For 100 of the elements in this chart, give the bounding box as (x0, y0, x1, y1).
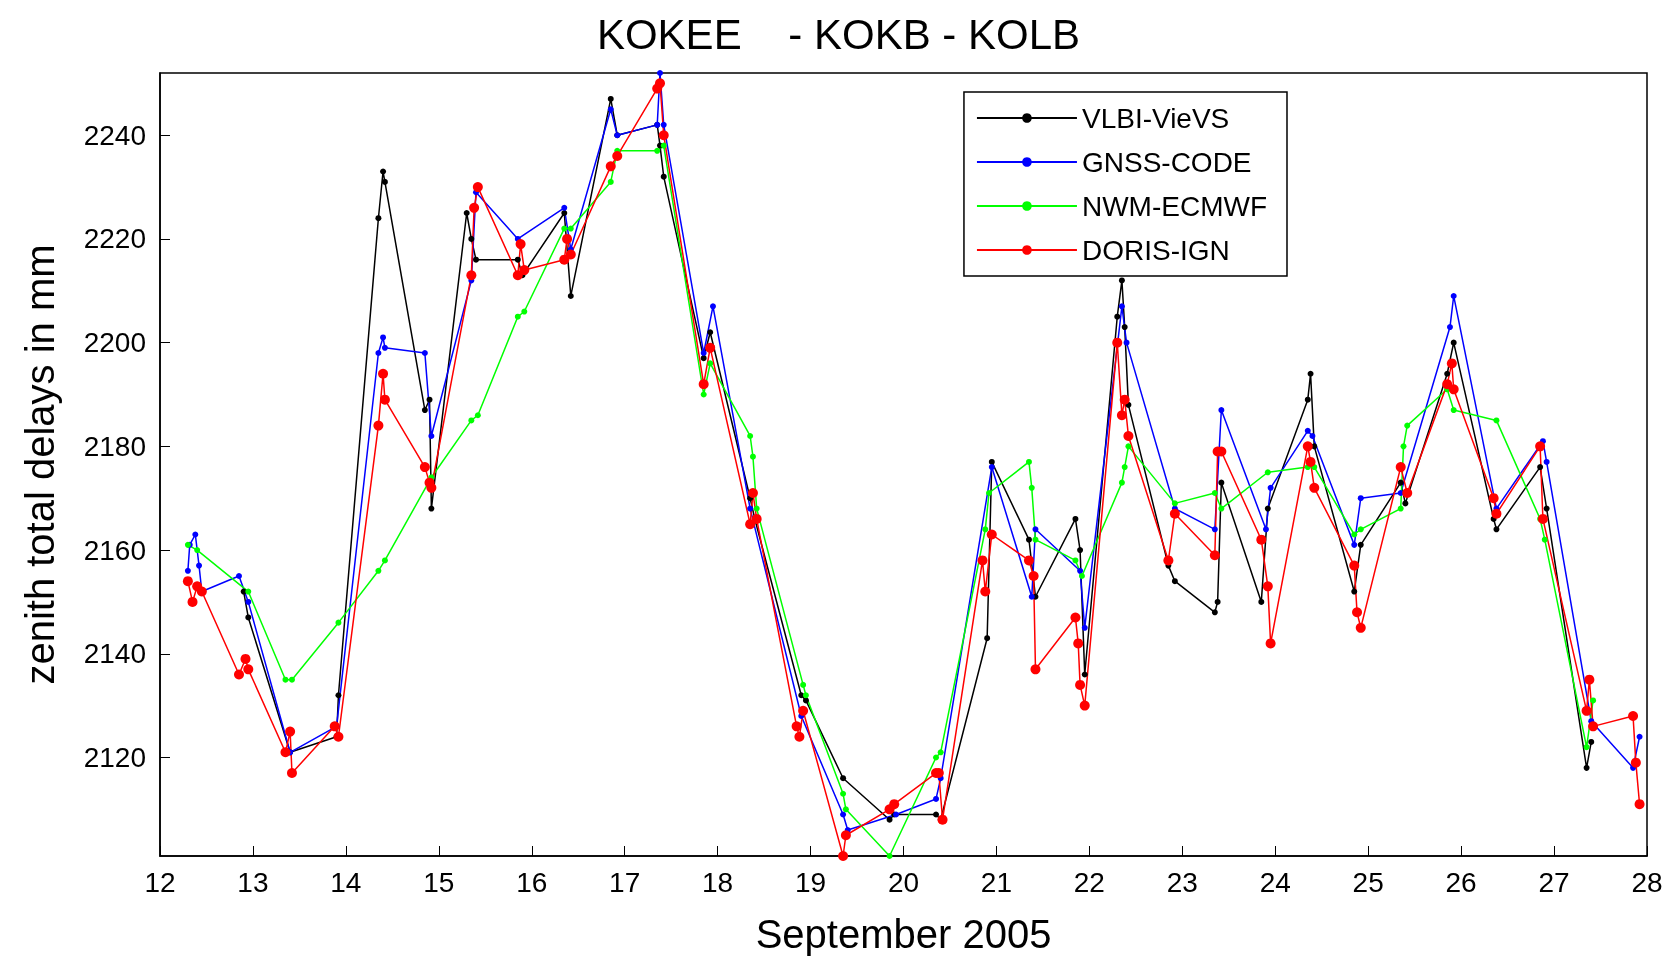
point (1211, 490, 1218, 497)
y-tick-label: 2240 (83, 119, 146, 151)
point (747, 505, 754, 512)
point (1211, 526, 1218, 533)
point (709, 303, 716, 310)
y-tick-label: 2220 (83, 223, 146, 255)
point (1351, 531, 1358, 538)
point (1636, 733, 1643, 740)
x-tick-label: 27 (1538, 866, 1570, 898)
point (1450, 292, 1457, 299)
point (282, 676, 289, 683)
point (561, 204, 568, 211)
point (700, 350, 707, 357)
y-tick-label: 2160 (83, 534, 146, 566)
y-tick-label: 2140 (83, 638, 146, 670)
point (937, 749, 944, 756)
x-tick-label: 26 (1445, 866, 1477, 898)
point (381, 344, 388, 351)
y-axis-title: zenith total delays in mm (18, 244, 62, 685)
chart-title: KOKEE - KOKB - KOLB (596, 10, 1081, 58)
point (657, 70, 663, 76)
point (800, 681, 807, 688)
point (1028, 593, 1035, 600)
point (375, 350, 382, 357)
point (1404, 422, 1411, 429)
point (514, 313, 521, 320)
point (196, 562, 203, 569)
point (840, 811, 847, 818)
point (1081, 624, 1088, 631)
x-tick-label: 25 (1352, 866, 1384, 898)
point (468, 417, 475, 424)
point (1262, 526, 1269, 533)
point (1450, 407, 1457, 414)
point (1118, 303, 1125, 310)
legend-label: VLBI-VieVS (1081, 102, 1230, 134)
point (194, 547, 201, 554)
legend-label: DORIS-IGN (1081, 234, 1230, 266)
point (749, 453, 756, 460)
x-tick-label: 15 (423, 866, 455, 898)
y-tick-label: 2120 (83, 741, 146, 773)
x-tick-label: 12 (144, 866, 176, 898)
x-tick-label: 19 (794, 866, 827, 898)
point (1541, 536, 1548, 543)
point (567, 225, 574, 232)
x-tick-label: 28 (1631, 866, 1663, 898)
point (428, 432, 435, 439)
point (245, 598, 252, 605)
point (1357, 526, 1364, 533)
point (1543, 458, 1550, 465)
point (1218, 407, 1225, 414)
point (1357, 495, 1364, 502)
point (1171, 500, 1178, 507)
point (1264, 469, 1271, 476)
x-tick-label: 23 (1166, 866, 1198, 898)
point (607, 106, 614, 113)
point (1072, 557, 1079, 564)
x-tick-label: 21 (980, 866, 1013, 898)
point (1493, 417, 1500, 424)
point (236, 572, 242, 579)
point (1028, 484, 1035, 491)
legend-label: GNSS-CODE (1081, 146, 1252, 178)
point (986, 490, 992, 497)
point (375, 567, 382, 574)
point (1125, 443, 1132, 450)
point (288, 676, 295, 683)
point (1123, 339, 1130, 346)
x-tick-label: 16 (516, 866, 548, 898)
point (660, 142, 667, 149)
point (380, 334, 387, 341)
point (607, 178, 614, 185)
point (654, 147, 661, 154)
x-tick-label: 24 (1259, 866, 1291, 898)
x-tick-label: 18 (702, 866, 734, 898)
x-tick-label: 22 (1073, 866, 1105, 898)
point (1309, 432, 1316, 439)
point (1351, 541, 1358, 548)
point (192, 531, 199, 538)
x-tick-label: 14 (330, 866, 362, 898)
point (660, 121, 667, 128)
point (842, 806, 849, 813)
point (747, 432, 754, 439)
point (933, 795, 940, 802)
point (335, 619, 342, 626)
point (1218, 505, 1225, 512)
point (933, 754, 940, 761)
point (840, 790, 847, 797)
y-tick-label: 2200 (83, 327, 146, 359)
point (988, 464, 995, 471)
point (753, 505, 760, 512)
point (1590, 697, 1597, 704)
point (1121, 464, 1128, 471)
x-tick-label: 17 (609, 866, 641, 898)
point (1267, 484, 1274, 491)
x-tick-label: 13 (237, 866, 269, 898)
point (184, 567, 191, 574)
x-axis-title: September 2005 (755, 912, 1052, 956)
point (886, 853, 893, 859)
point (1078, 572, 1085, 579)
x-tick-label: 20 (887, 866, 920, 898)
point (1446, 324, 1453, 331)
